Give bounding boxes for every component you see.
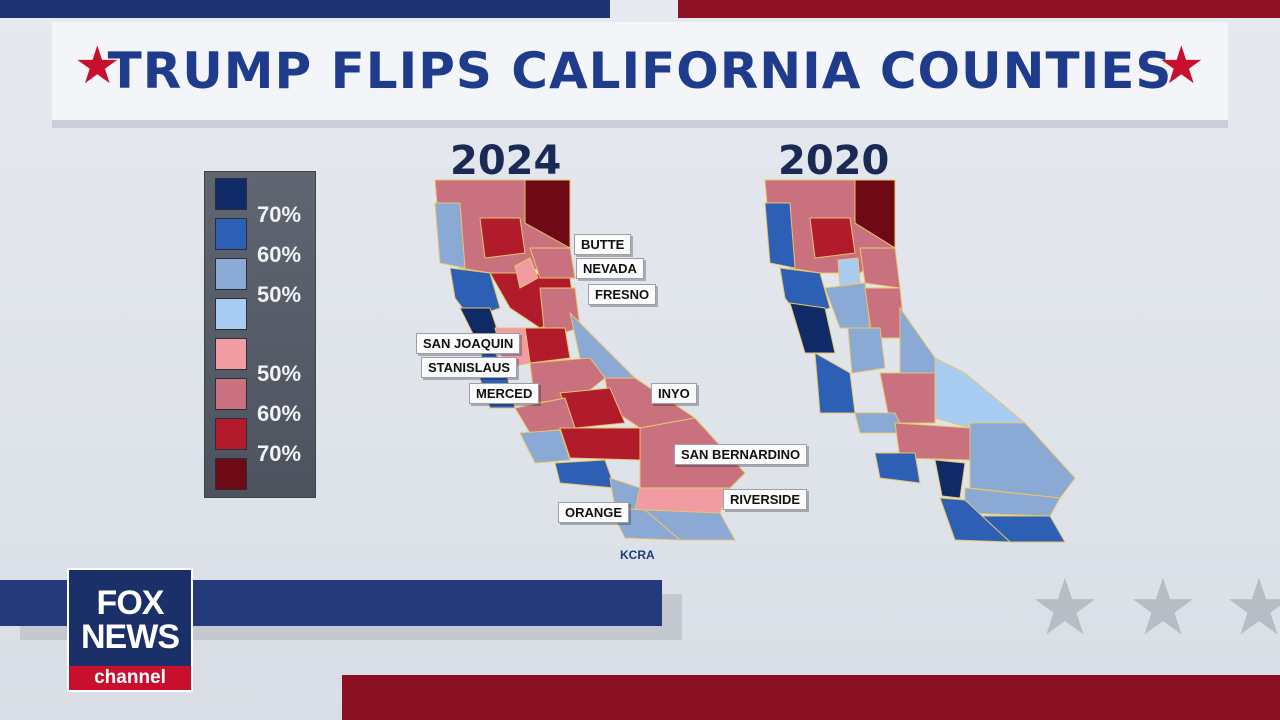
source-credit: KCRA <box>620 548 655 562</box>
callout-orange: ORANGE <box>558 502 630 523</box>
legend-swatch <box>215 458 247 490</box>
california-map-2020 <box>764 179 1076 543</box>
legend-swatch <box>215 178 247 210</box>
callout-stanislaus: STANISLAUS <box>421 357 518 378</box>
callout-riverside: RIVERSIDE <box>723 489 808 510</box>
top-left-blue-bar <box>0 0 610 18</box>
decorative-star-icon: ★ <box>1224 563 1280 651</box>
legend-label: 50% <box>257 282 302 307</box>
fox-news-logo: FOX NEWS channel <box>67 568 193 692</box>
right-star-icon: ★ <box>1158 37 1205 95</box>
bottom-red-bar <box>342 675 1280 720</box>
legend-label: 70% <box>257 202 302 227</box>
callout-san-bernardino: SAN BERNARDINO <box>674 444 808 465</box>
legend-label: 50% <box>257 361 302 386</box>
decorative-star-icon: ★ <box>1030 563 1100 651</box>
legend-swatch <box>215 378 247 410</box>
legend-label: 60% <box>257 401 302 426</box>
legend-swatch <box>215 418 247 450</box>
legend-label: 60% <box>257 242 302 267</box>
logo-line-news: NEWS <box>81 618 180 656</box>
callout-butte: BUTTE <box>574 234 632 255</box>
top-right-red-bar <box>678 0 1280 18</box>
callout-merced: MERCED <box>469 383 540 404</box>
callout-nevada: NEVADA <box>576 258 644 279</box>
logo-line-fox: FOX <box>96 584 165 622</box>
callout-san-joaquin: SAN JOAQUIN <box>416 333 521 354</box>
headline: TRUMP FLIPS CALIFORNIA COUNTIES <box>107 42 1173 100</box>
callout-inyo: INYO <box>651 383 697 404</box>
map-year-2024: 2024 <box>450 138 562 184</box>
legend-swatch <box>215 338 247 370</box>
callout-fresno: FRESNO <box>588 284 657 305</box>
decorative-star-icon: ★ <box>1128 563 1198 651</box>
california-map-2024 <box>434 179 746 541</box>
left-star-icon: ★ <box>74 37 121 95</box>
title-banner: TRUMP FLIPS CALIFORNIA COUNTIES <box>52 22 1228 120</box>
legend-swatch <box>215 218 247 250</box>
logo-line-channel: channel <box>69 666 191 690</box>
legend-swatch <box>215 298 247 330</box>
legend: 70% 60% 50% 50% 60% 70% <box>204 171 316 498</box>
map-year-2020: 2020 <box>778 138 890 184</box>
legend-swatch <box>215 258 247 290</box>
legend-label: 70% <box>257 441 302 466</box>
